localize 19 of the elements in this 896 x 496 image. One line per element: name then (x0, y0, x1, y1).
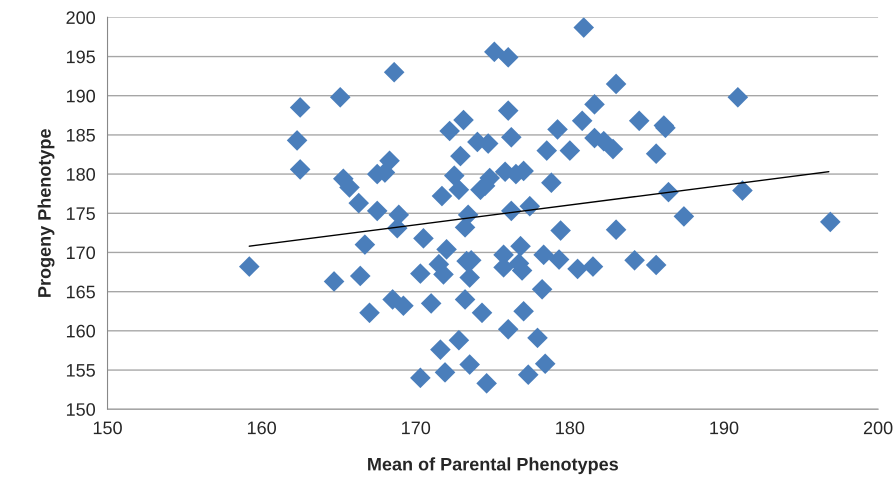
y-tick-label: 190 (66, 90, 96, 102)
x-tick-label: 170 (402, 421, 430, 434)
x-tick-label: 160 (248, 421, 276, 434)
y-tick-label: 165 (66, 286, 95, 298)
x-axis-title: Mean of Parental Phenotypes (368, 457, 618, 474)
y-tick-label: 200 (66, 11, 96, 24)
x-tick-label: 150 (94, 421, 122, 434)
y-tick-label: 195 (66, 50, 95, 64)
x-tick-label: 190 (710, 421, 738, 434)
x-tick-label: 180 (556, 421, 584, 434)
y-tick-label: 175 (66, 207, 95, 220)
y-tick-label: 185 (66, 128, 95, 142)
y-tick-label: 155 (66, 364, 95, 377)
y-tick-label: 160 (66, 324, 96, 338)
y-tick-label: 150 (66, 403, 96, 416)
y-tick-label: 180 (66, 168, 96, 181)
y-tick-label: 170 (66, 246, 96, 260)
x-tick-label: 200 (864, 421, 892, 434)
y-axis-title: Progeny Phenotype (38, 129, 54, 297)
